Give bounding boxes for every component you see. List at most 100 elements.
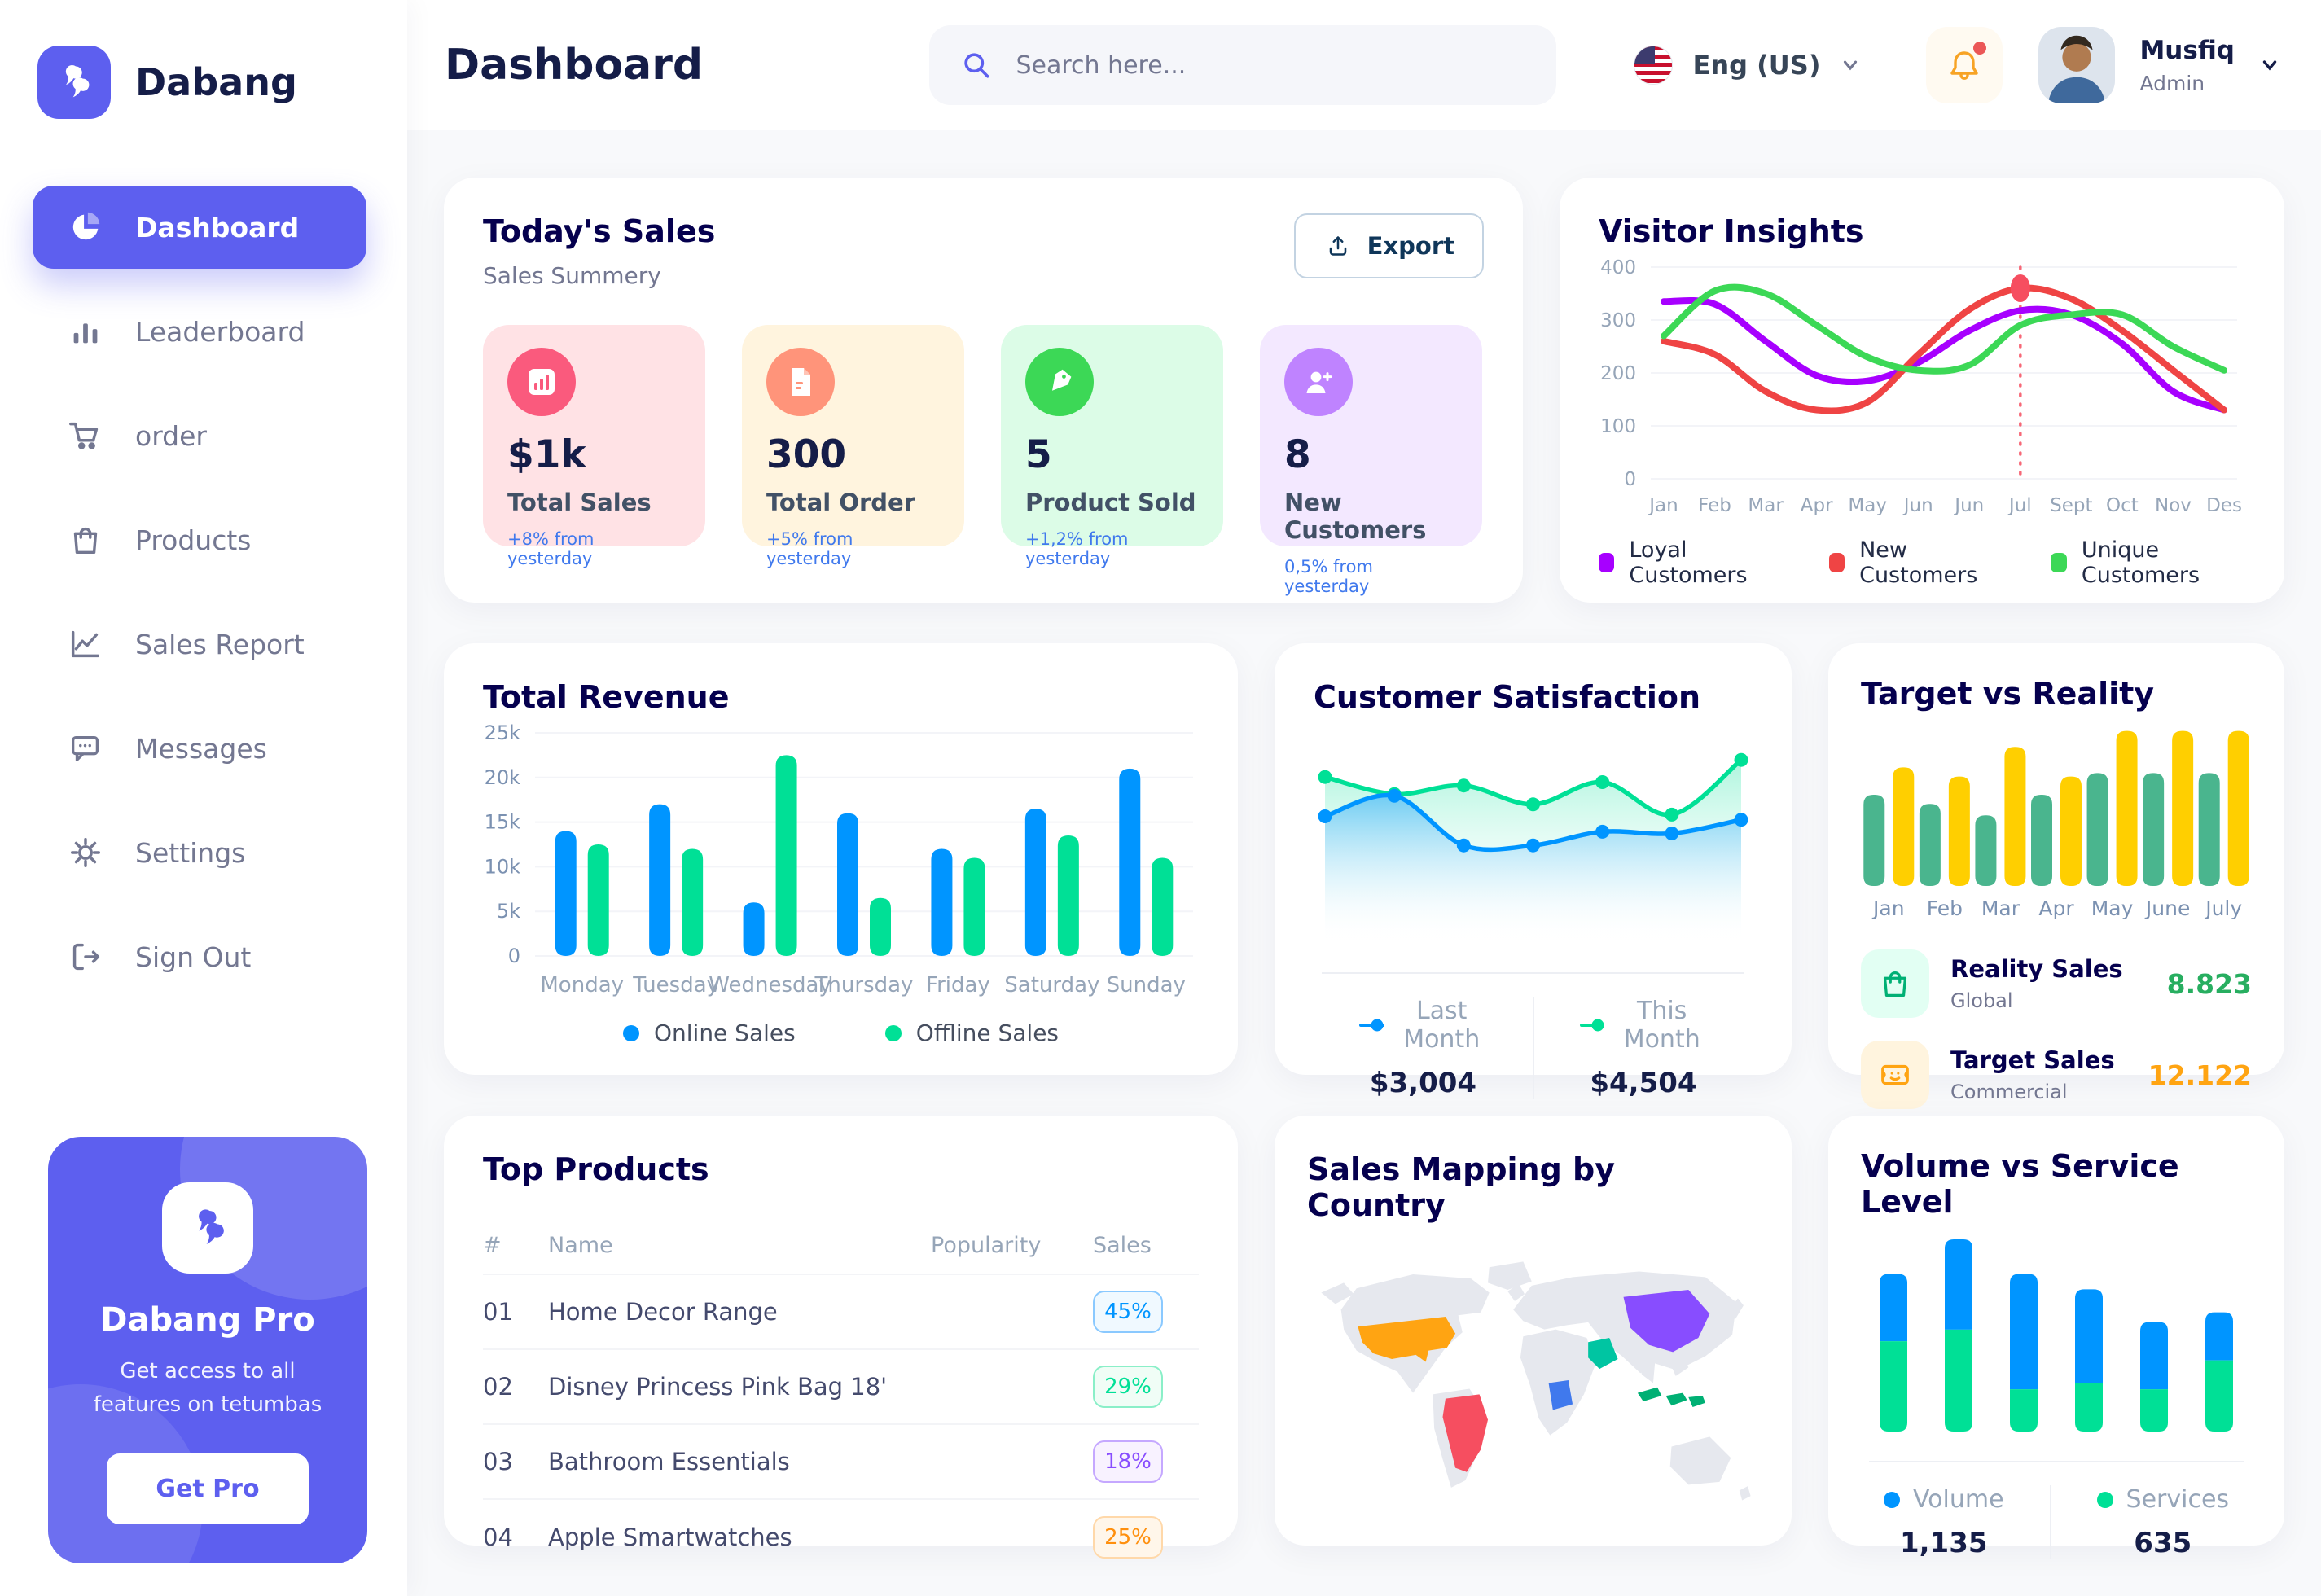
svg-text:25k: 25k: [485, 721, 521, 744]
legend-item-loyal-customers: Loyal Customers: [1599, 537, 1777, 588]
notification-dot: [1973, 42, 1987, 55]
product-name: Bathroom Essentials: [548, 1448, 790, 1475]
stat-card-total-order: 300 Total Order +5% from yesterday: [742, 325, 964, 568]
stat-card-product-sold: 5 Product Sold +1,2% from yesterday: [1001, 325, 1223, 568]
stat-delta: +1,2% from yesterday: [1025, 529, 1129, 568]
svg-text:10k: 10k: [485, 855, 521, 878]
svg-text:5k: 5k: [497, 900, 520, 923]
search-bar[interactable]: [929, 25, 1557, 105]
avatar: [2038, 27, 2116, 103]
svg-text:200: 200: [1600, 363, 1636, 384]
pro-title: Dabang Pro: [100, 1301, 315, 1340]
sidebar-item-label: Sales Report: [135, 628, 305, 660]
svg-text:Feb: Feb: [1927, 897, 1963, 920]
column-header: #: [483, 1232, 502, 1258]
svg-text:400: 400: [1600, 257, 1636, 278]
stat-delta: +5% from yesterday: [766, 529, 853, 568]
legend-value: $4,504: [1590, 1067, 1697, 1099]
pie-chart-icon: [67, 208, 104, 246]
customer-satisfaction-card: Customer Satisfaction Last Month $3,004 Th…: [1275, 643, 1792, 1099]
sidebar-item-messages[interactable]: Messages: [33, 707, 366, 790]
notifications-button[interactable]: [1926, 27, 2003, 103]
legend-value: $3,004: [1369, 1067, 1477, 1099]
sidebar-menu: Dashboard Leaderboard order Products Sales R…: [33, 186, 383, 998]
legend-swatch: [2051, 553, 2067, 572]
svg-text:Des: Des: [2206, 495, 2242, 516]
svg-text:May: May: [2091, 897, 2134, 920]
stat-value: 8: [1284, 432, 1311, 477]
sidebar-item-order[interactable]: order: [33, 394, 366, 477]
product-num: 01: [483, 1298, 513, 1326]
column-header: Name: [548, 1232, 613, 1258]
export-icon: [1329, 236, 1346, 256]
search-icon: [964, 53, 990, 78]
visitor-insights-title: Visitor Insights: [1599, 213, 1864, 249]
page-title: Dashboard: [445, 41, 704, 90]
svg-text:Monday: Monday: [540, 973, 624, 998]
sales-badge: 18%: [1093, 1440, 1163, 1483]
svg-text:Jun: Jun: [1953, 495, 1984, 516]
sidebar-item-sales-report[interactable]: Sales Report: [33, 603, 366, 686]
header: Dashboard Eng (US): [407, 0, 2321, 130]
svg-text:300: 300: [1600, 310, 1636, 331]
sidebar-item-leaderboard[interactable]: Leaderboard: [33, 290, 366, 373]
product-row-disney-princess-pink-bag-18: 02 Disney Princess Pink Bag 18' 29%: [483, 1350, 1199, 1425]
chevron-down-icon: [1844, 60, 1858, 71]
svg-text:Tuesday: Tuesday: [632, 973, 719, 998]
svg-text:Oct: Oct: [2106, 495, 2139, 516]
sidebar-item-sign-out[interactable]: Sign Out: [33, 915, 366, 998]
target-vs-reality-chart: Jan Feb Mar Apr May June July: [1863, 730, 2249, 920]
svg-text:Apr: Apr: [1801, 495, 1833, 516]
legend-item-new-customers: New Customers: [1828, 537, 1999, 588]
divider: [1869, 1461, 2244, 1462]
stat-label: Product Sold: [1025, 489, 1196, 516]
language-label: Eng (US): [1692, 50, 1821, 81]
sidebar-item-settings[interactable]: Settings: [33, 811, 366, 894]
legend-item-volume: Volume 1,135: [1838, 1485, 2050, 1559]
sidebar-item-label: Settings: [135, 836, 246, 869]
pro-description: Get access to all features on tetumbas: [93, 1359, 322, 1417]
volume-service-card: Volume vs Service Level Volume 1,135 Servi…: [1828, 1116, 2284, 1559]
search-input[interactable]: [1016, 50, 1528, 80]
stat-value: 300: [766, 432, 847, 477]
volume-service-legend: Volume 1,135 Services 635: [1861, 1485, 2252, 1559]
country-united-states: [1358, 1316, 1456, 1362]
legend-item-offline-sales: Offline Sales: [884, 1019, 1059, 1046]
total-revenue-card: Total Revenue 0 5k 10k 15k 20k 25k Monday Tuesd…: [444, 643, 1238, 1075]
stat-card-total-sales: $1k Total Sales +8% from yesterday: [483, 325, 705, 568]
legend-value: 635: [2134, 1527, 2192, 1559]
svg-text:Mar: Mar: [1748, 495, 1784, 516]
todays-sales-subtitle: Sales Summery: [483, 262, 661, 289]
legend-value: 12.122: [2148, 1059, 2252, 1091]
language-selector[interactable]: Eng (US): [1634, 46, 1861, 85]
bar-chart-icon: [67, 313, 104, 350]
product-name: Home Decor Range: [548, 1298, 778, 1326]
sidebar-item-products[interactable]: Products: [33, 498, 366, 581]
volume-service-chart: [1880, 1239, 2233, 1432]
export-button[interactable]: Export: [1293, 213, 1484, 278]
column-header: Sales: [1093, 1232, 1152, 1258]
cart-icon: [67, 417, 104, 454]
svg-text:May: May: [1848, 495, 1887, 516]
pro-card: Dabang Pro Get access to all features on…: [48, 1137, 367, 1563]
visitor-insights-chart: 0 100 200 300 400 Jan Feb Mar Apr May Jun Jun Jul Sep…: [1600, 257, 2242, 516]
user-role: Admin: [2139, 71, 2205, 95]
dabang-logo-icon: [37, 46, 111, 119]
get-pro-button[interactable]: Get Pro: [107, 1454, 309, 1524]
product-name: Apple Smartwatches: [548, 1524, 792, 1551]
svg-text:Jan: Jan: [1648, 495, 1678, 516]
target-vs-reality-card: Target vs Reality Jan Feb Mar Apr May June Jul…: [1828, 643, 2284, 1109]
country-brazil: [1442, 1394, 1488, 1472]
bell-icon: [1950, 51, 1979, 80]
user-menu[interactable]: Musfiq Admin: [2038, 27, 2280, 103]
product-num: 03: [483, 1448, 513, 1475]
legend-dot: [1883, 1491, 1900, 1508]
svg-text:0: 0: [508, 945, 520, 967]
top-products-rows: 01 Home Decor Range 45% 02 Disney Princess P…: [483, 1275, 1199, 1575]
volume-service-title: Volume vs Service Level: [1861, 1148, 2179, 1220]
target-vs-reality-legend: Reality Sales Global 8.823 Target Sales Comm…: [1861, 949, 2252, 1109]
sidebar-item-dashboard[interactable]: Dashboard: [33, 186, 366, 269]
stat-value: $1k: [507, 432, 586, 477]
legend-line-dot: [1579, 1019, 1604, 1032]
